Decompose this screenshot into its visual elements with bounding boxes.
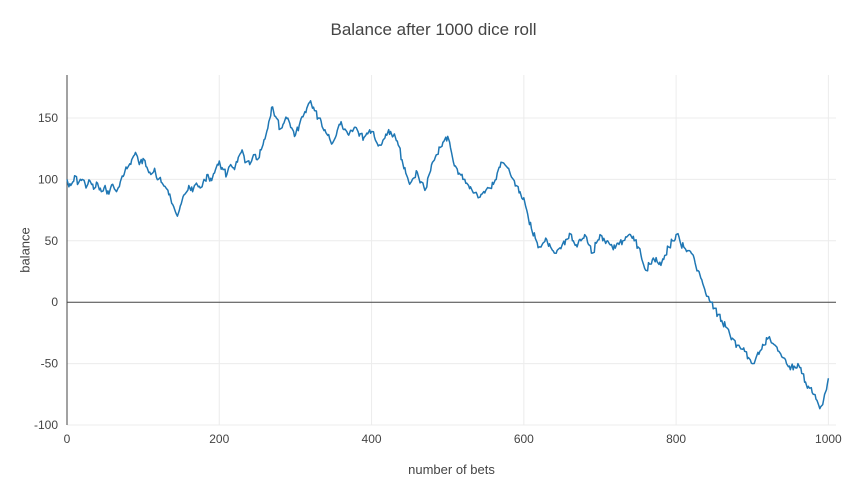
x-tick-label: 0 — [64, 432, 71, 446]
balance-line[interactable] — [66, 100, 830, 410]
x-tick-label: 400 — [362, 432, 382, 446]
chart-title: Balance after 1000 dice roll — [330, 20, 537, 39]
y-axis-title: balance — [17, 227, 33, 273]
y-tick-label: 150 — [38, 111, 58, 125]
x-tick-label: 600 — [514, 432, 534, 446]
x-tick-label: 1000 — [815, 432, 842, 446]
x-tick-label: 800 — [666, 432, 686, 446]
x-tick-label: 200 — [209, 432, 229, 446]
x-axis-title: number of bets — [408, 462, 495, 477]
y-tick-label: 100 — [38, 172, 58, 186]
y-tick-label: 0 — [51, 295, 58, 309]
y-tick-label: -100 — [34, 418, 58, 432]
y-tick-label: -50 — [41, 357, 59, 371]
y-tick-label: 50 — [45, 234, 59, 248]
